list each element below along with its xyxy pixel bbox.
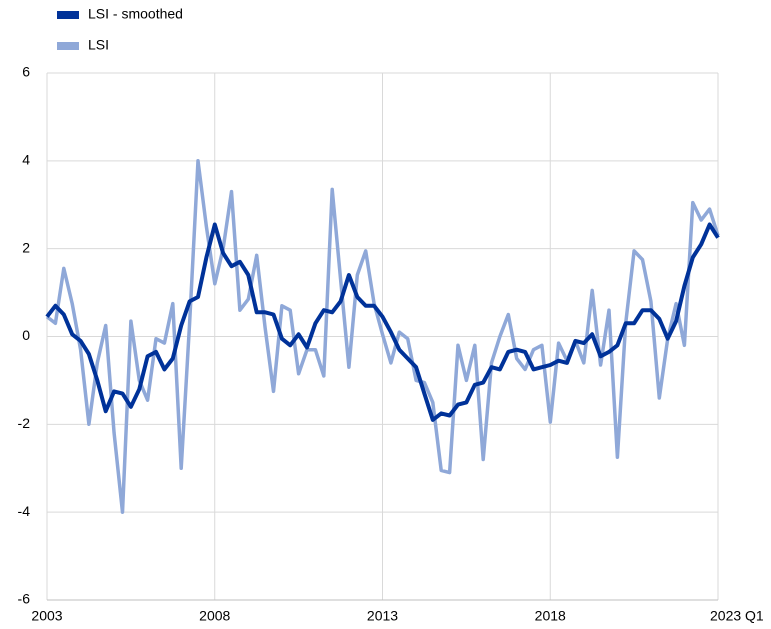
legend-label: LSI: [88, 37, 109, 53]
x-tick-label: 2013: [367, 608, 398, 624]
y-tick-label: 6: [22, 64, 30, 80]
legend-swatch: [57, 42, 79, 50]
legend-label: LSI - smoothed: [88, 6, 183, 22]
series-line: [45, 159, 720, 514]
legend-swatch: [57, 11, 79, 19]
x-tick-label: 2003: [31, 608, 62, 624]
y-tick-label: -4: [18, 503, 31, 519]
x-tick-label: 2018: [535, 608, 566, 624]
y-tick-label: 0: [22, 327, 30, 343]
x-tick-label: 2008: [199, 608, 230, 624]
y-tick-label: -2: [18, 415, 31, 431]
x-tick-label: 2023 Q1: [710, 608, 764, 624]
y-tick-label: 4: [22, 152, 30, 168]
y-tick-label: -6: [18, 591, 31, 607]
series-line: [45, 222, 720, 422]
y-tick-label: 2: [22, 239, 30, 255]
